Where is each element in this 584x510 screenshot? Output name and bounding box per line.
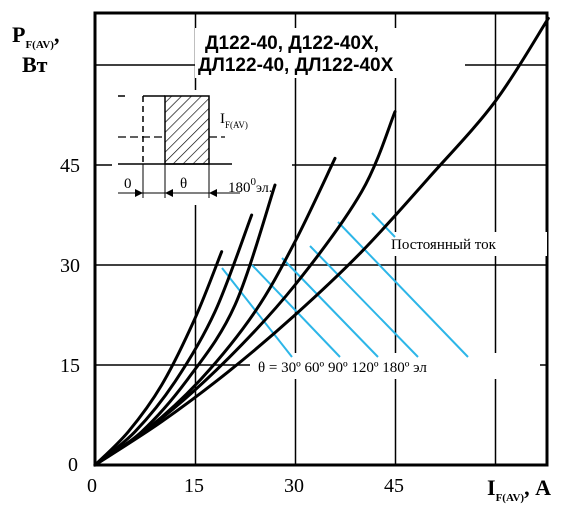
- series-curves: [93, 16, 550, 467]
- y-axis-unit: Вт: [22, 52, 48, 77]
- y-tick-0: 0: [68, 454, 78, 476]
- x-axis-label-sub: F(AV): [496, 492, 525, 504]
- series-curve-5: [93, 16, 550, 467]
- title-background: [195, 28, 465, 78]
- dc-label-background: [387, 232, 547, 256]
- leader-line-120: [309, 245, 419, 358]
- inset-current-sub: F(AV): [225, 120, 248, 130]
- inset-zero-label: 0: [124, 176, 132, 192]
- waveform-inset: IF(AV) 0 θ 1800эл.: [118, 95, 272, 198]
- inset-arrow-period: [209, 189, 217, 197]
- leader-line-dc: [371, 212, 396, 238]
- inset-period-value: 180: [228, 180, 251, 196]
- leader-line-180: [337, 221, 469, 358]
- y-axis-label-comma: ,: [54, 22, 60, 47]
- x-axis-label: IF(AV), А: [487, 475, 551, 504]
- y-axis-label-main: P: [12, 22, 25, 47]
- x-tick-30: 30: [284, 475, 304, 497]
- inset-period-unit: эл.: [256, 181, 272, 196]
- leader-line-90: [281, 257, 379, 358]
- inset-pulse: [164, 95, 210, 165]
- y-axis-label: PF(AV),: [12, 22, 59, 51]
- x-tick-0: 0: [87, 475, 97, 497]
- x-axis-label-main: I: [487, 475, 496, 500]
- y-tick-45: 45: [60, 155, 80, 177]
- inset-period-degree: 0: [251, 176, 257, 188]
- leader-line-30: [221, 267, 293, 358]
- y-tick-30: 30: [60, 255, 80, 277]
- inset-theta-label: θ: [180, 176, 187, 192]
- inset-current-label: IF(AV): [220, 111, 248, 130]
- y-tick-15: 15: [60, 355, 80, 377]
- theta-label: θ = 30º 60º 90º 120º 180º эл: [258, 360, 427, 376]
- inset-current-main: I: [220, 111, 225, 127]
- chart-title-line2: ДЛ122-40, ДЛ122-40Х: [198, 55, 394, 76]
- y-axis-label-sub: F(AV): [25, 39, 54, 51]
- theta-label-background: [250, 353, 540, 379]
- leader-lines: [221, 212, 469, 358]
- x-tick-45: 45: [384, 475, 404, 497]
- inset-arrow-zero: [135, 189, 143, 197]
- series-curve-0: [93, 250, 224, 467]
- series-curve-4: [93, 110, 397, 467]
- chart-title-line1: Д122-40, Д122-40Х,: [205, 33, 379, 54]
- series-curve-1: [93, 213, 254, 467]
- inset-arrow-theta: [165, 189, 173, 197]
- x-axis-label-unit: , А: [524, 475, 551, 500]
- inset-period-label: 1800эл.: [228, 176, 272, 196]
- leader-line-60: [251, 264, 341, 358]
- dc-label: Постоянный ток: [391, 237, 497, 253]
- x-tick-15: 15: [184, 475, 204, 497]
